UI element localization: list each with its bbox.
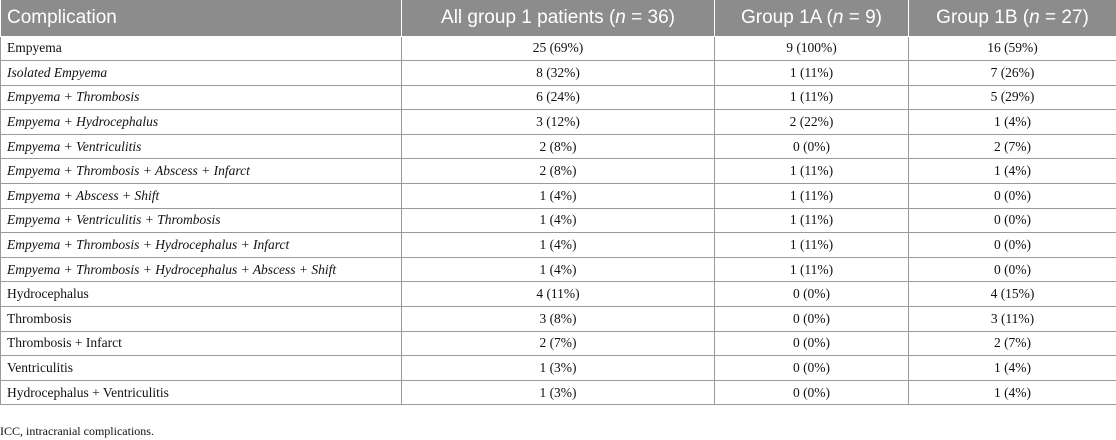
table-row: Isolated Empyema 8 (32%) 1 (11%) 7 (26%): [0, 60, 1116, 86]
table-row: Empyema + Ventriculitis + Thrombosis 1 (4…: [0, 207, 1116, 234]
header-complication: Complication: [0, 0, 402, 37]
cell-complication: Thrombosis: [0, 306, 402, 332]
cell-group-1a: 0 (0%): [714, 281, 909, 308]
header-all-group1: All group 1 patients (n = 36): [401, 0, 715, 37]
cell-complication: Empyema + Thrombosis + Hydrocephalus + A…: [0, 256, 402, 283]
cell-all-group1: 2 (8%): [401, 158, 715, 185]
cell-complication: Empyema + Thrombosis: [0, 84, 402, 111]
cell-group-1a: 9 (100%): [714, 35, 909, 62]
cell-group-1a: 1 (11%): [714, 84, 909, 111]
table-row: Empyema + Thrombosis + Hydrocephalus + A…: [0, 256, 1116, 283]
cell-all-group1: 6 (24%): [401, 84, 715, 111]
header-group-1b: Group 1B (n = 27): [908, 0, 1116, 37]
table-row: Empyema + Abscess + Shift 1 (4%) 1 (11%) 0 …: [0, 183, 1116, 209]
header-row: Complication All group 1 patients (n = 3…: [0, 0, 1116, 37]
cell-complication: Isolated Empyema: [0, 60, 402, 86]
cell-complication: Empyema: [0, 35, 402, 62]
header-group-1a: Group 1A (n = 9): [714, 0, 909, 37]
cell-complication: Hydrocephalus: [0, 281, 402, 308]
cell-group-1b: 0 (0%): [908, 256, 1116, 283]
cell-all-group1: 1 (3%): [401, 355, 715, 381]
cell-group-1a: 2 (22%): [714, 109, 909, 135]
table-body: Empyema 25 (69%) 9 (100%) 16 (59%) Isolated …: [0, 35, 1116, 406]
cell-all-group1: 8 (32%): [401, 60, 715, 86]
table-footnote: ICC, intracranial complications.: [0, 424, 154, 438]
table-row: Empyema + Thrombosis + Abscess + Infarct…: [0, 158, 1116, 185]
cell-all-group1: 25 (69%): [401, 35, 715, 62]
cell-complication: Empyema + Ventriculitis + Thrombosis: [0, 207, 402, 234]
cell-all-group1: 1 (4%): [401, 207, 715, 234]
cell-complication: Hydrocephalus + Ventriculitis: [0, 379, 402, 406]
cell-group-1b: 5 (29%): [908, 84, 1116, 111]
cell-all-group1: 2 (7%): [401, 330, 715, 357]
cell-all-group1: 1 (4%): [401, 232, 715, 258]
cell-group-1b: 0 (0%): [908, 183, 1116, 209]
cell-all-group1: 1 (4%): [401, 256, 715, 283]
cell-all-group1: 3 (12%): [401, 109, 715, 135]
cell-group-1b: 1 (4%): [908, 379, 1116, 406]
table-row: Hydrocephalus + Ventriculitis 1 (3%) 0 (0%…: [0, 379, 1116, 406]
cell-all-group1: 1 (3%): [401, 379, 715, 406]
cell-group-1a: 1 (11%): [714, 207, 909, 234]
cell-group-1a: 1 (11%): [714, 256, 909, 283]
cell-group-1a: 1 (11%): [714, 158, 909, 185]
table-row: Hydrocephalus 4 (11%) 0 (0%) 4 (15%): [0, 281, 1116, 308]
cell-group-1a: 0 (0%): [714, 330, 909, 357]
cell-complication: Empyema + Ventriculitis: [0, 133, 402, 160]
cell-group-1b: 7 (26%): [908, 60, 1116, 86]
cell-all-group1: 2 (8%): [401, 133, 715, 160]
cell-all-group1: 1 (4%): [401, 183, 715, 209]
cell-group-1a: 1 (11%): [714, 60, 909, 86]
table-row: Empyema 25 (69%) 9 (100%) 16 (59%): [0, 35, 1116, 62]
table-row: Ventriculitis 1 (3%) 0 (0%) 1 (4%): [0, 355, 1116, 381]
table-row: Empyema + Thrombosis 6 (24%) 1 (11%) 5 (29%…: [0, 84, 1116, 111]
cell-group-1a: 1 (11%): [714, 183, 909, 209]
table-row: Empyema + Ventriculitis 2 (8%) 0 (0%) 2 (7%…: [0, 133, 1116, 160]
complications-table: Complication All group 1 patients (n = 3…: [0, 0, 1116, 406]
cell-complication: Empyema + Hydrocephalus: [0, 109, 402, 135]
cell-group-1b: 2 (7%): [908, 330, 1116, 357]
cell-group-1a: 0 (0%): [714, 379, 909, 406]
cell-group-1b: 4 (15%): [908, 281, 1116, 308]
cell-group-1b: 16 (59%): [908, 35, 1116, 62]
cell-group-1a: 1 (11%): [714, 232, 909, 258]
table-row: Thrombosis + Infarct 2 (7%) 0 (0%) 2 (7%): [0, 330, 1116, 357]
cell-group-1b: 0 (0%): [908, 207, 1116, 234]
cell-group-1b: 0 (0%): [908, 232, 1116, 258]
table-row: Empyema + Hydrocephalus 3 (12%) 2 (22%) 1 (…: [0, 109, 1116, 135]
cell-group-1b: 2 (7%): [908, 133, 1116, 160]
cell-group-1b: 1 (4%): [908, 158, 1116, 185]
cell-complication: Empyema + Thrombosis + Abscess + Infarct: [0, 158, 402, 185]
table-header: Complication All group 1 patients (n = 3…: [0, 0, 1116, 37]
cell-group-1a: 0 (0%): [714, 306, 909, 332]
cell-complication: Ventriculitis: [0, 355, 402, 381]
table-row: Thrombosis 3 (8%) 0 (0%) 3 (11%): [0, 306, 1116, 332]
cell-group-1b: 3 (11%): [908, 306, 1116, 332]
cell-group-1a: 0 (0%): [714, 133, 909, 160]
cell-group-1a: 0 (0%): [714, 355, 909, 381]
cell-complication: Empyema + Abscess + Shift: [0, 183, 402, 209]
cell-complication: Thrombosis + Infarct: [0, 330, 402, 357]
table-row: Empyema + Thrombosis + Hydrocephalus + I…: [0, 232, 1116, 258]
cell-all-group1: 3 (8%): [401, 306, 715, 332]
cell-group-1b: 1 (4%): [908, 355, 1116, 381]
cell-complication: Empyema + Thrombosis + Hydrocephalus + I…: [0, 232, 402, 258]
cell-group-1b: 1 (4%): [908, 109, 1116, 135]
cell-all-group1: 4 (11%): [401, 281, 715, 308]
